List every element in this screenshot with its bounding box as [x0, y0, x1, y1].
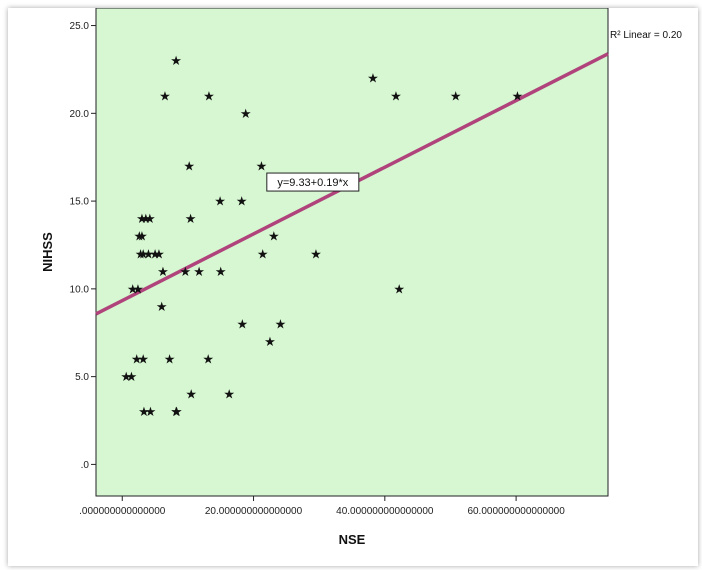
y-axis-title: NIHSS — [40, 232, 55, 272]
data-point: ★ — [223, 388, 235, 403]
data-point: ★ — [171, 405, 183, 420]
data-point: ★ — [390, 89, 402, 104]
data-point: ★ — [120, 370, 132, 385]
data-point: ★ — [237, 317, 249, 332]
x-tick-label: 40.000000000000000 — [336, 506, 434, 517]
y-tick-label: 20.0 — [70, 109, 90, 120]
y-tick-label: 25.0 — [70, 21, 90, 32]
data-point: ★ — [140, 212, 152, 227]
scatter-chart: ★ ★ ★ ★ ★ ★ ★ ★ ★ ★ ★ ★ ★ ★ ★ ★ ★ ★ ★ ★ ★ ★ ★ ★ ★ ★ ★ ★ ★ ★ ★ ★ ★ ★ ★ ★ ★ ★ ★ ★… — [40, 8, 682, 547]
data-point: ★ — [367, 72, 379, 87]
data-point: ★ — [131, 353, 143, 368]
data-point: ★ — [185, 212, 197, 227]
data-point: ★ — [264, 335, 276, 350]
y-tick-label: 5.0 — [75, 372, 89, 383]
data-point: ★ — [450, 89, 462, 104]
data-point: ★ — [133, 230, 145, 245]
data-point: ★ — [393, 282, 405, 297]
data-point: ★ — [214, 195, 226, 210]
data-point: ★ — [183, 159, 195, 174]
data-point: ★ — [149, 247, 161, 262]
data-point: ★ — [240, 107, 252, 122]
data-point: ★ — [170, 54, 182, 69]
equation-label: y=9.33+0.19*x — [277, 177, 348, 189]
x-tick-label: 20.000000000000000 — [205, 506, 303, 517]
x-axis-title: NSE — [339, 532, 366, 547]
data-point: ★ — [157, 265, 169, 280]
data-point: ★ — [257, 247, 269, 262]
r2-label: R² Linear = 0.20 — [610, 30, 682, 41]
x-tick-label: 60.000000000000000 — [467, 506, 565, 517]
data-point: ★ — [143, 247, 155, 262]
data-point: ★ — [185, 388, 197, 403]
data-point: ★ — [144, 212, 156, 227]
data-point: ★ — [236, 195, 248, 210]
data-point: ★ — [126, 370, 138, 385]
data-point: ★ — [137, 247, 149, 262]
data-point: ★ — [275, 317, 287, 332]
plot-area — [95, 8, 609, 497]
data-point: ★ — [310, 247, 322, 262]
data-point: ★ — [153, 247, 165, 262]
data-point: ★ — [137, 353, 149, 368]
y-tick-label: 15.0 — [70, 197, 90, 208]
y-tick-label: .0 — [81, 460, 90, 471]
data-point: ★ — [256, 159, 268, 174]
data-point: ★ — [156, 300, 168, 315]
data-point: ★ — [170, 405, 182, 420]
data-point: ★ — [215, 265, 227, 280]
equation-box — [266, 172, 360, 192]
data-point: ★ — [135, 247, 147, 262]
data-point: ★ — [202, 353, 214, 368]
data-point: ★ — [136, 230, 148, 245]
data-point: ★ — [268, 230, 280, 245]
data-point: ★ — [159, 89, 171, 104]
data-point: ★ — [179, 265, 191, 280]
y-tick-label: 10.0 — [70, 284, 90, 295]
data-point: ★ — [127, 282, 139, 297]
data-point: ★ — [203, 89, 215, 104]
data-point: ★ — [512, 89, 524, 104]
chart-window: ★ ★ ★ ★ ★ ★ ★ ★ ★ ★ ★ ★ ★ ★ ★ ★ ★ ★ ★ ★ ★ ★ ★ ★ ★ ★ ★ ★ ★ ★ ★ ★ ★ ★ ★ ★ ★ ★ ★ ★… — [8, 8, 698, 566]
data-point: ★ — [132, 282, 144, 297]
data-point: ★ — [164, 353, 176, 368]
data-point: ★ — [136, 212, 148, 227]
x-tick-label: .000000000000000 — [79, 506, 166, 517]
data-point: ★ — [138, 405, 150, 420]
data-point: ★ — [193, 265, 205, 280]
data-point: ★ — [145, 405, 157, 420]
